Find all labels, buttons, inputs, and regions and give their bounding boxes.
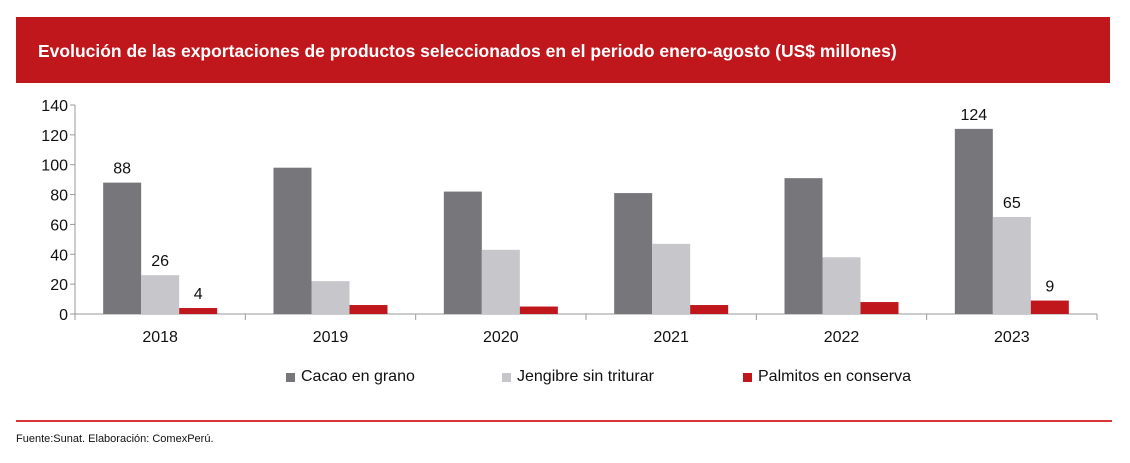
data-label: 65 (1003, 195, 1021, 212)
bar-2020-series-0 (443, 191, 482, 314)
bar-2019-series-2 (349, 305, 388, 314)
bar-2020-series-1 (481, 249, 520, 314)
bar-chart: 0 20 40 60 80 100 120 140 2018 2019 2020 2021 2022 20… (41, 98, 1098, 346)
bar-2023-series-1 (992, 216, 1031, 314)
bar-2023-series-2 (1030, 300, 1069, 314)
x-tick-label: 2021 (653, 329, 689, 346)
x-tick-label: 2020 (483, 329, 519, 346)
y-tick-label: 20 (50, 277, 68, 294)
legend: Cacao en grano Jengibre sin triturar Pal… (0, 368, 1130, 392)
data-label: 9 (1045, 279, 1054, 296)
x-tick-label: 2022 (824, 329, 860, 346)
y-tick-label: 0 (59, 307, 68, 324)
bar-2021-series-1 (652, 243, 691, 314)
chart-title: Evolución de las exportaciones de produc… (38, 41, 897, 61)
legend-item-palmitos: Palmitos en conserva (743, 368, 911, 386)
y-tick-label: 140 (41, 98, 68, 115)
legend-label-cacao: Cacao en grano (301, 368, 415, 385)
bar-2020-series-2 (519, 306, 558, 314)
bar-2023-series-0 (954, 128, 993, 314)
y-tick-label: 60 (50, 217, 68, 234)
y-tick-label: 80 (50, 188, 68, 205)
footer-divider (16, 420, 1112, 422)
legend-label-palmitos: Palmitos en conserva (758, 368, 911, 385)
legend-item-jengibre: Jengibre sin triturar (502, 368, 654, 386)
source-note: Fuente:Sunat. Elaboración: ComexPerú. (16, 433, 214, 445)
title-banner: Evolución de las exportaciones de produc… (16, 17, 1110, 83)
legend-label-jengibre: Jengibre sin triturar (517, 368, 654, 385)
bar-2019-series-1 (311, 281, 350, 314)
data-label: 124 (960, 107, 987, 124)
legend-swatch-palmitos (743, 372, 752, 382)
legend-item-cacao: Cacao en grano (286, 368, 415, 386)
bar-2022-series-2 (860, 302, 899, 314)
bar-2018-series-2 (179, 308, 218, 314)
bar-2022-series-1 (822, 257, 861, 314)
data-label: 26 (151, 253, 169, 270)
bar-2022-series-0 (784, 178, 823, 314)
legend-swatch-cacao (286, 372, 295, 382)
y-tick-label: 100 (41, 158, 68, 175)
x-tick-label: 2018 (142, 329, 178, 346)
x-tick-label: 2023 (994, 329, 1030, 346)
bar-2019-series-0 (273, 167, 312, 314)
bar-2018-series-1 (141, 275, 180, 314)
data-label: 4 (194, 286, 203, 303)
bar-2021-series-2 (690, 305, 729, 314)
data-label: 88 (113, 161, 131, 178)
bar-2021-series-0 (614, 193, 653, 314)
legend-swatch-jengibre (502, 372, 511, 382)
x-tick-label: 2019 (313, 329, 349, 346)
y-tick-label: 40 (50, 247, 68, 264)
y-tick-label: 120 (41, 128, 68, 145)
bar-2018-series-0 (103, 182, 142, 314)
